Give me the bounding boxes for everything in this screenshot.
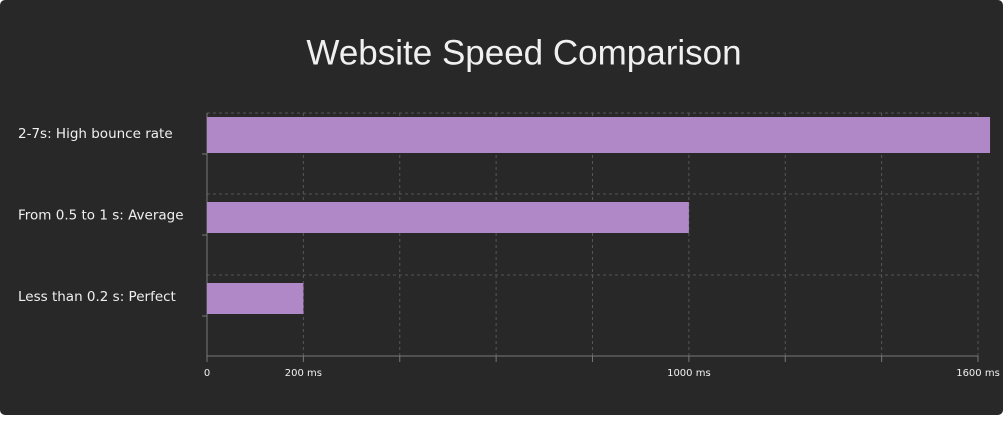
bar — [207, 117, 991, 153]
x-tick-label: 200 ms — [285, 368, 322, 379]
bar — [207, 283, 304, 314]
y-tick-label: Less than 0.2 s: Perfect — [18, 289, 176, 305]
x-tick-label: 1000 ms — [667, 368, 711, 379]
x-tick-label: 0 — [204, 368, 210, 379]
y-tick-label: From 0.5 to 1 s: Average — [18, 208, 184, 224]
bar — [207, 202, 689, 233]
y-tick-label: 2-7s: High bounce rate — [18, 126, 173, 142]
x-tick-label: 1600 ms — [956, 368, 1000, 379]
chart-title: Website Speed Comparison — [306, 33, 741, 72]
